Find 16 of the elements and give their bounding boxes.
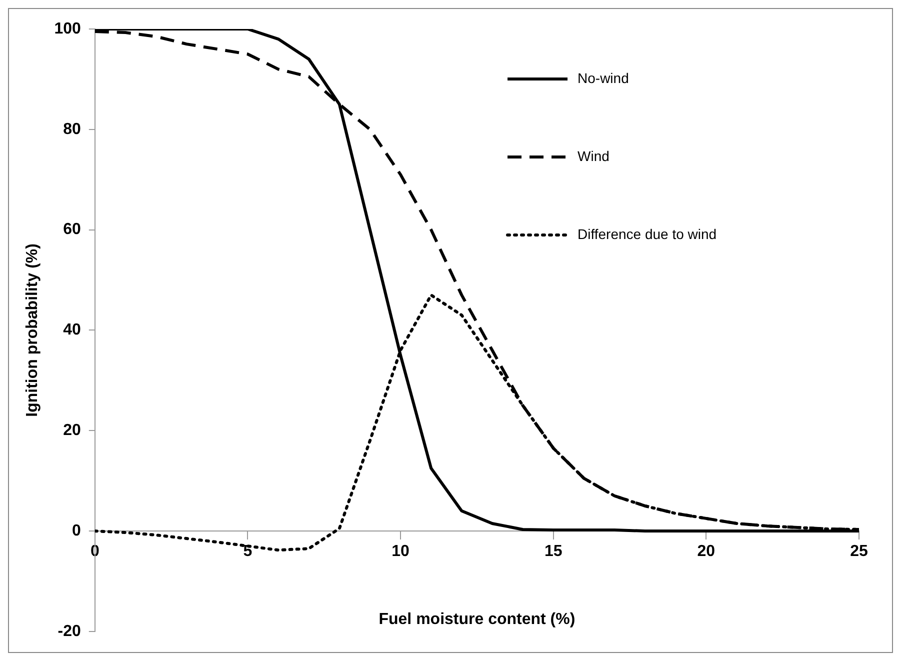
legend-label: No-wind	[578, 70, 629, 86]
y-tick-label: 40	[63, 322, 81, 339]
y-tick-label: 0	[72, 522, 81, 540]
legend-label: Wind	[578, 148, 610, 164]
y-tick-label: 20	[63, 422, 81, 440]
x-tick-label: 10	[392, 543, 410, 560]
y-tick-label: 60	[63, 221, 81, 238]
legend-label: Difference due to wind	[578, 226, 717, 242]
x-tick-label: 20	[697, 543, 716, 560]
x-tick-label: 15	[544, 543, 562, 560]
x-tick-label: 25	[850, 543, 868, 560]
y-tick-label: 80	[63, 120, 81, 138]
y-tick-label: -20	[58, 622, 81, 640]
x-axis-title: Fuel moisture content (%)	[378, 610, 576, 628]
y-tick-label: 100	[54, 20, 81, 38]
y-axis-title: Ignition probability (%)	[24, 244, 42, 417]
